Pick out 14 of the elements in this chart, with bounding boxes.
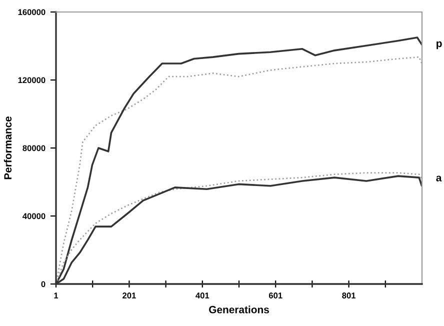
x-tick-label: 201	[122, 292, 136, 298]
y-axis-title: Performance	[4, 116, 12, 180]
annotation: a	[436, 176, 442, 182]
x-tick-label: 801	[342, 292, 356, 298]
annotation: p	[436, 41, 442, 50]
y-tick-label: 120000	[18, 77, 46, 84]
x-axis-title: Generations	[209, 306, 269, 314]
y-tick-label: 80000	[22, 145, 46, 152]
y-tick-label: 0	[41, 281, 46, 288]
x-tick-label: 401	[196, 292, 210, 298]
y-tick-label: 160000	[18, 9, 46, 16]
x-tick-label: 1	[54, 292, 58, 298]
x-tick-label: 601	[268, 292, 282, 298]
y-tick-label: 40000	[22, 213, 46, 220]
